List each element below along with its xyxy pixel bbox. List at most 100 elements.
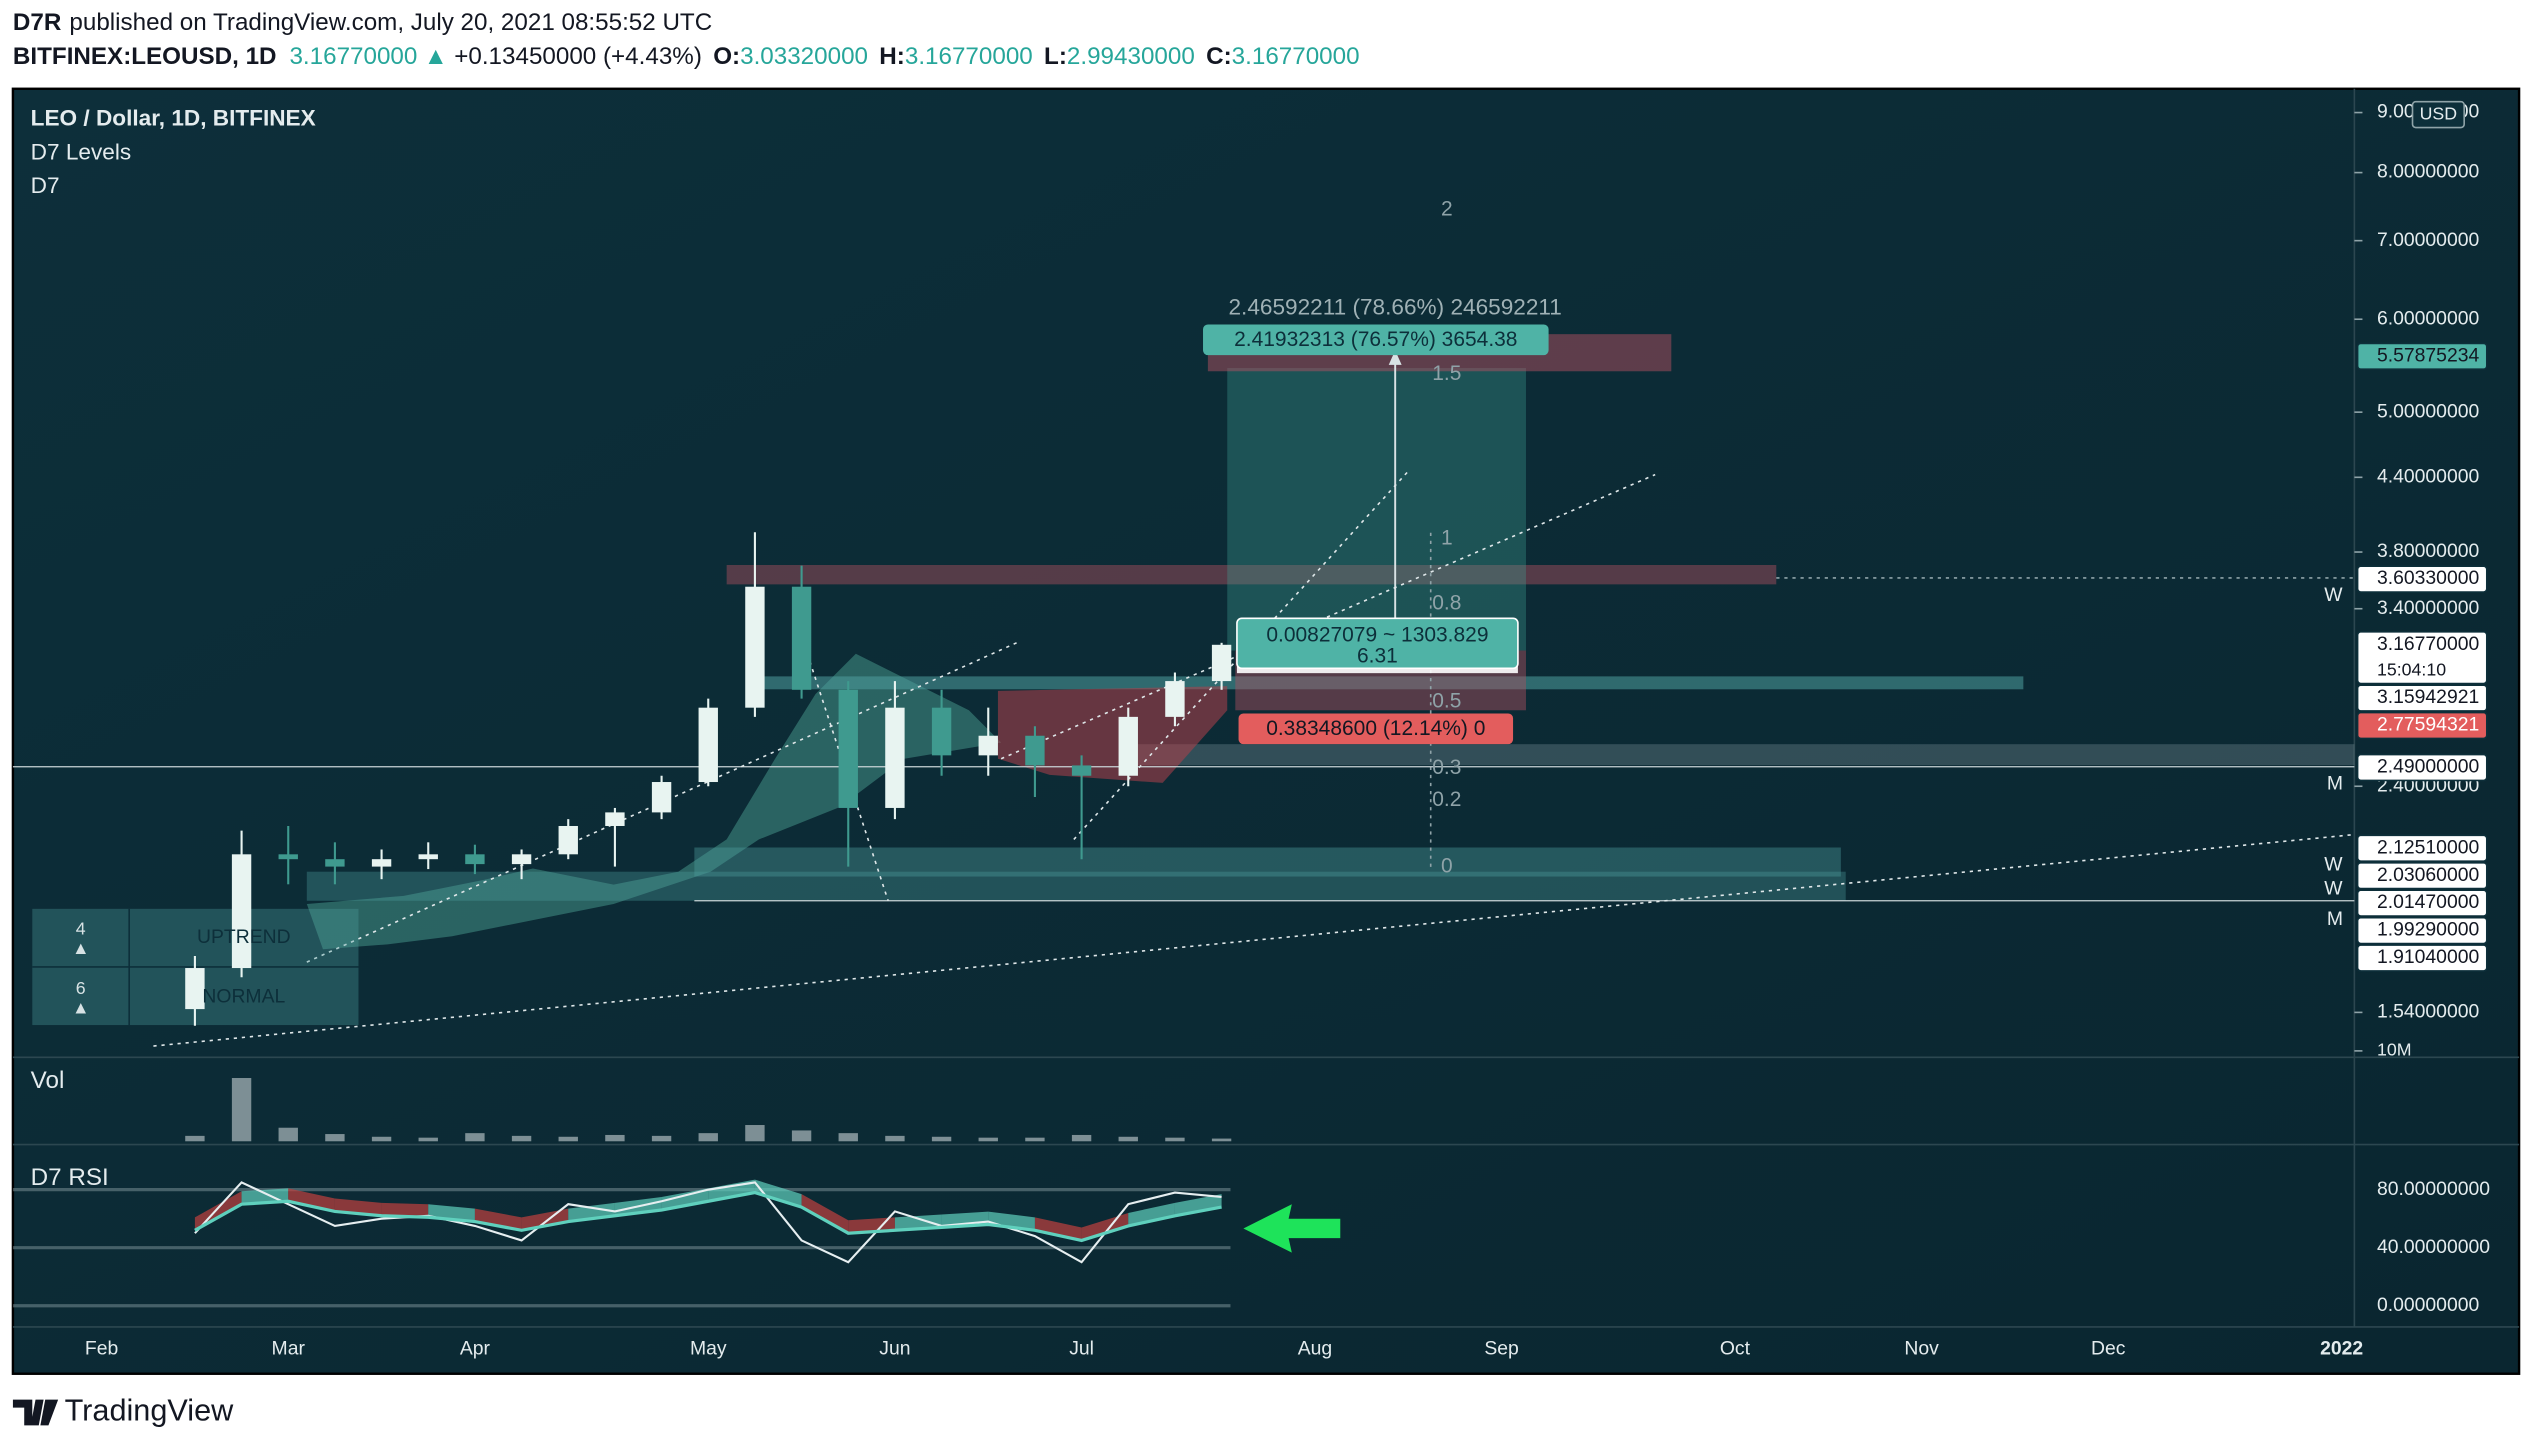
signal-band [801, 1194, 849, 1234]
volume-bar [838, 1133, 858, 1142]
table-label: NORMAL [202, 986, 285, 1008]
y-tick-label: 7.00000000 [2377, 229, 2480, 251]
volume-bar [185, 1135, 205, 1142]
volume-bar [371, 1136, 392, 1142]
price-label-box [2356, 753, 2488, 782]
price-label: 3.60330000 [2377, 567, 2480, 589]
volume-bar [745, 1125, 765, 1142]
price-label-box [2356, 631, 2488, 685]
signal-band [848, 1217, 895, 1234]
volume-bar [278, 1127, 298, 1142]
rr-box [1236, 617, 1519, 670]
table-count: 6 [76, 978, 86, 998]
volume-bar [931, 1136, 952, 1142]
x-tick-label: Jul [1069, 1338, 1094, 1360]
target-box-label: 2.41932313 (76.57%) 3654.38 [1234, 328, 1517, 351]
candle-body [605, 812, 625, 826]
ohlc-key: C: [1206, 44, 1232, 71]
candle-body [185, 968, 205, 1010]
price-label: 1.91040000 [2377, 946, 2480, 968]
logo-icon [12, 1399, 59, 1426]
volume-bar [465, 1133, 485, 1142]
trend-line [153, 833, 2355, 1047]
volume-bar [418, 1137, 438, 1142]
y-tick-label: 5.00000000 [2377, 400, 2480, 422]
y-tick-label: 80.00000000 [2377, 1178, 2490, 1200]
candle-body [231, 854, 252, 969]
price-label-box [2356, 916, 2488, 945]
legend-indicator: D7 [31, 173, 60, 198]
trend-line [1000, 473, 1656, 760]
fib-label: 1.5 [1432, 362, 1461, 385]
ohlc-value: 3.16770000 [1232, 44, 1360, 71]
fib-label: 2 [1441, 197, 1453, 220]
candle-body [511, 854, 532, 865]
x-tick-label: Dec [2091, 1338, 2126, 1360]
y-tick-label: 8.00000000 [2377, 161, 2480, 183]
chart-layer: D7R published on TradingView.com, July 20… [12, 10, 2490, 1428]
y-tick-label: 6.00000000 [2377, 307, 2480, 329]
price-label: 3.16770000 [2377, 633, 2480, 655]
level-zone [1130, 744, 2355, 766]
pivot-label: W [2324, 878, 2343, 900]
candle-body [698, 707, 718, 783]
x-tick-label: Feb [85, 1338, 118, 1360]
support-zone [694, 847, 1841, 877]
footer-brand: TradingView [65, 1394, 235, 1428]
fib-label: 0 [1441, 854, 1453, 877]
arrow-head [1388, 350, 1402, 365]
table-arrow: ▲ [72, 938, 90, 958]
pane-title: D7 RSI [31, 1164, 109, 1191]
signal-band [754, 1179, 802, 1208]
table-count: 4 [76, 919, 86, 939]
y-tick-label: 1.54000000 [2377, 1001, 2480, 1023]
signal-band [474, 1208, 522, 1231]
header-line: D7R published on TradingView.com, July 20… [13, 10, 712, 37]
support-zone [306, 871, 1846, 901]
volume-bar [978, 1137, 998, 1142]
volume-bar [1118, 1136, 1138, 1142]
pivot-label: W [2324, 853, 2343, 875]
x-tick-label: Oct [1720, 1338, 1751, 1360]
pivot-label: M [2327, 908, 2343, 930]
volume-bar [1165, 1137, 1185, 1142]
published: published on TradingView.com, July 20, 2… [69, 10, 712, 37]
x-tick-label: Apr [460, 1338, 491, 1360]
price-label-box [2356, 861, 2488, 890]
candle-body [838, 689, 858, 808]
candle-body [325, 859, 345, 867]
level-zone [758, 676, 2024, 690]
ratio: 6.31 [1357, 645, 1398, 668]
price-label: 2.49000000 [2377, 756, 2480, 778]
trend-line [1073, 470, 1409, 840]
profit-area [1227, 368, 1526, 651]
volume-bar [1211, 1138, 1232, 1142]
price-label-box [2356, 834, 2488, 862]
pane-title: Vol [31, 1067, 65, 1094]
signal-band [1174, 1194, 1222, 1216]
countdown: 15:04:10 [2377, 659, 2446, 679]
fib-label: 0.3 [1432, 756, 1461, 779]
volume-bar [885, 1135, 905, 1142]
rsi-line [194, 1190, 1222, 1243]
ohlc-key: O: [713, 44, 740, 71]
candle-body [371, 859, 392, 867]
y-tick-label: 40.00000000 [2377, 1236, 2490, 1258]
target-box [1203, 324, 1549, 356]
candle-body [1118, 716, 1138, 776]
table-arrow: ▲ [72, 998, 90, 1018]
candle-body [651, 782, 672, 813]
currency-badge [2411, 100, 2465, 129]
signal-band [661, 1188, 709, 1210]
x-tick-label: Aug [1298, 1338, 1332, 1360]
change-arrow: ▲ [424, 44, 448, 71]
legend-indicator: D7 Levels [31, 139, 132, 164]
x-tick-label: Sep [1484, 1338, 1518, 1360]
signal-band [241, 1188, 289, 1205]
volume-bar [1025, 1137, 1045, 1142]
stop-label: 0.38348600 (12.14%) 0 [1266, 717, 1485, 740]
volume-bar [605, 1134, 625, 1142]
stop-box [1238, 713, 1514, 745]
price-label: 2.01470000 [2377, 891, 2480, 913]
